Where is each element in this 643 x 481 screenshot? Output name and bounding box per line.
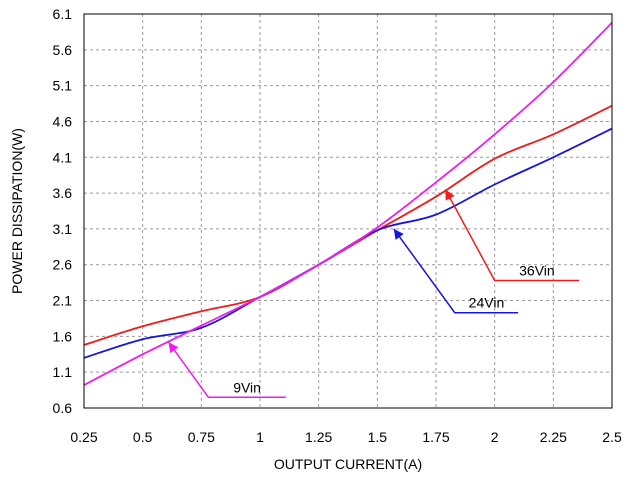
annotation-label-36vin: 36Vin bbox=[519, 262, 555, 278]
x-tick-label: 2.25 bbox=[540, 429, 567, 445]
y-tick-label: 1.6 bbox=[53, 328, 73, 344]
y-tick-labels: 0.6 1.1 1.6 2.1 2.6 3.1 3.6 4.1 4.6 5.1 5.6 6.1 bbox=[53, 6, 73, 416]
y-tick-label: 6.1 bbox=[53, 6, 73, 22]
x-tick-label: 2.5 bbox=[602, 429, 622, 445]
grid-layer bbox=[84, 14, 612, 408]
annotation-leader-24vin bbox=[393, 228, 519, 314]
x-tick-label: 0.5 bbox=[133, 429, 153, 445]
x-tick-label: 1.5 bbox=[368, 429, 388, 445]
annotation-arrowhead-24vin bbox=[393, 228, 404, 240]
plot-border bbox=[83, 13, 613, 409]
y-tick-label: 1.1 bbox=[53, 364, 73, 380]
annotation-label-24vin: 24Vin bbox=[469, 295, 505, 311]
annotation-arrowhead-9vin bbox=[168, 342, 179, 354]
y-tick-label: 2.1 bbox=[53, 293, 73, 309]
annotation-leader-9vin bbox=[167, 341, 286, 399]
series-line-36vin bbox=[83, 104, 613, 346]
x-tick-label: 2 bbox=[491, 429, 499, 445]
y-tick-label: 4.1 bbox=[53, 149, 73, 165]
y-tick-label: 5.1 bbox=[53, 78, 73, 94]
y-tick-label: 0.6 bbox=[53, 400, 73, 416]
y-tick-label: 2.6 bbox=[53, 257, 73, 273]
x-tick-label: 0.75 bbox=[188, 429, 215, 445]
annotation-arrowhead-36vin bbox=[445, 189, 455, 201]
x-axis-title: OUTPUT CURRENT(A) bbox=[274, 456, 422, 472]
x-tick-label: 0.25 bbox=[70, 429, 97, 445]
y-tick-label: 4.6 bbox=[53, 113, 73, 129]
annotation-label-9vin: 9Vin bbox=[233, 379, 261, 395]
x-tick-labels: 0.25 0.5 0.75 1 1.25 1.5 1.75 2 2.25 2.5 bbox=[70, 429, 622, 445]
series-line-9vin bbox=[83, 21, 613, 386]
y-tick-label: 5.6 bbox=[53, 42, 73, 58]
x-tick-label: 1 bbox=[256, 429, 264, 445]
x-tick-label: 1.75 bbox=[422, 429, 449, 445]
annotation-leader-36vin bbox=[444, 189, 580, 282]
series-layer bbox=[83, 21, 613, 386]
y-tick-label: 3.6 bbox=[53, 185, 73, 201]
annotations-layer: 36Vin 24Vin 9Vin bbox=[167, 189, 580, 399]
y-tick-label: 3.1 bbox=[53, 221, 73, 237]
x-tick-label: 1.25 bbox=[305, 429, 332, 445]
y-axis-title: POWER DISSIPATION(W) bbox=[9, 128, 25, 294]
series-line-24vin bbox=[83, 127, 613, 359]
